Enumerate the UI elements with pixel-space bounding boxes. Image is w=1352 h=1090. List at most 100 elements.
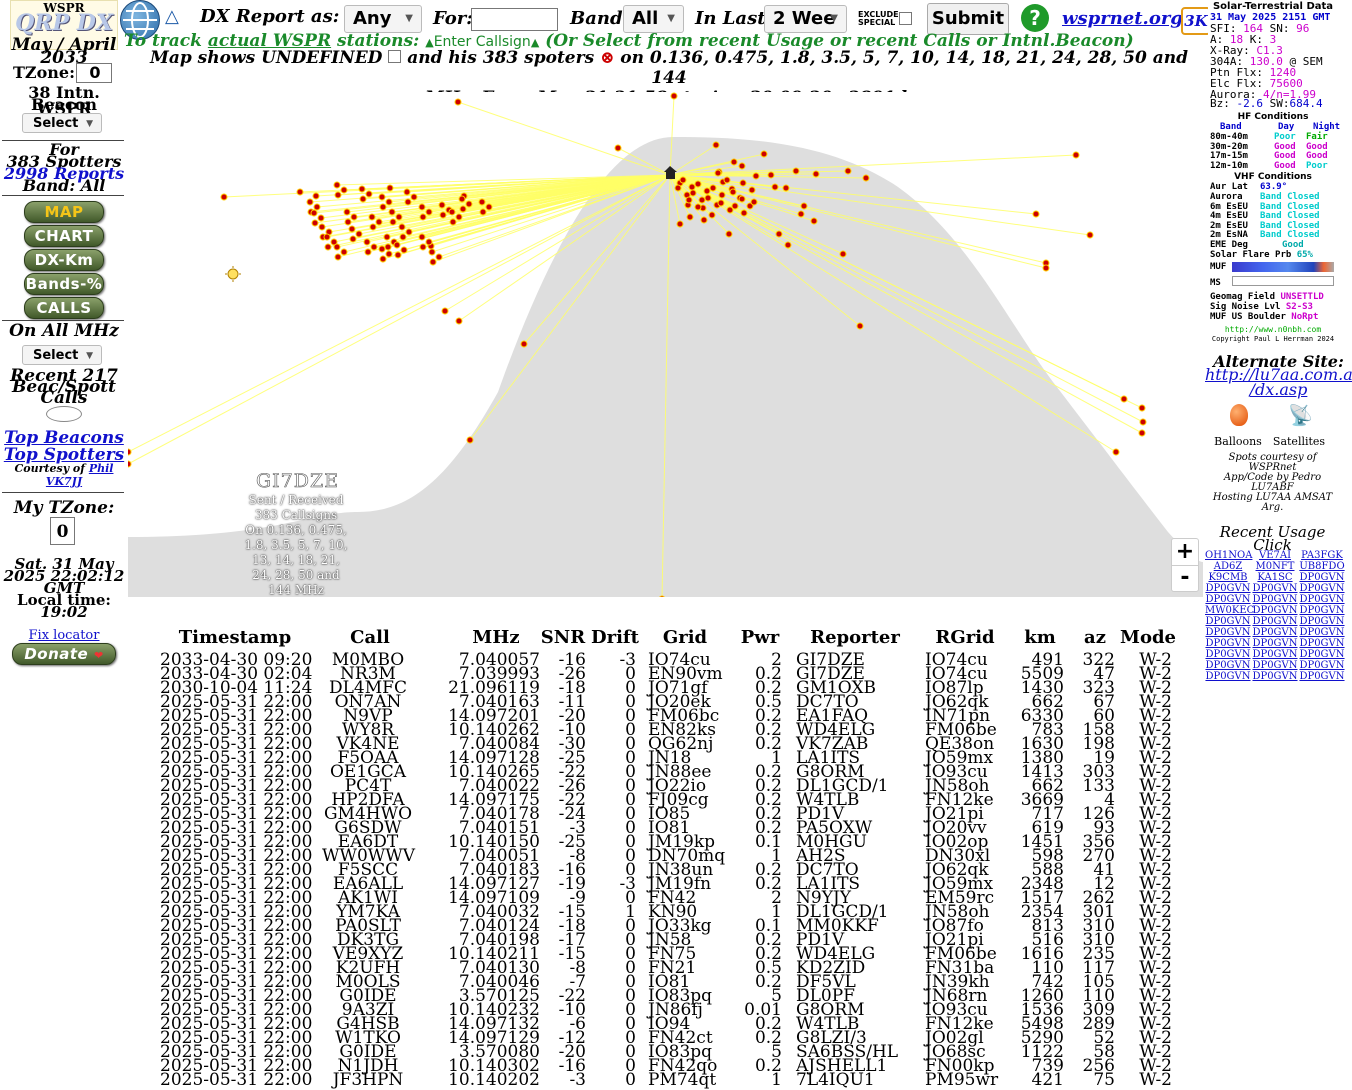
spotter-marker[interactable]: [379, 203, 387, 211]
spotter-marker[interactable]: [389, 218, 397, 226]
spotter-marker[interactable]: [694, 180, 702, 188]
spotter-marker[interactable]: [1032, 210, 1040, 218]
satellite-dish-icon[interactable]: 📡: [1288, 403, 1313, 427]
header-km[interactable]: km: [1024, 627, 1056, 648]
recent-usage-link[interactable]: AD6Z: [1213, 561, 1243, 572]
spotter-marker[interactable]: [365, 190, 373, 198]
header-grid[interactable]: Grid: [662, 627, 708, 648]
header-rgrid[interactable]: RGrid: [935, 627, 995, 648]
recent-usage-link[interactable]: DP0GVN: [1252, 616, 1298, 627]
spotter-marker[interactable]: [729, 188, 737, 196]
spotter-marker[interactable]: [760, 150, 768, 158]
recent-usage-link[interactable]: DP0GVN: [1205, 583, 1251, 594]
spotter-marker[interactable]: [386, 184, 394, 192]
spotter-marker[interactable]: [856, 322, 864, 330]
recent-usage-link[interactable]: DP0GVN: [1252, 671, 1298, 682]
spotter-marker[interactable]: [340, 186, 348, 194]
spotter-marker[interactable]: [429, 258, 437, 266]
spotter-marker[interactable]: [425, 208, 433, 216]
zoom-out-button[interactable]: -: [1180, 565, 1190, 590]
spotter-marker[interactable]: [385, 250, 393, 258]
spotter-marker[interactable]: [730, 158, 738, 166]
zoom-in-button[interactable]: +: [1172, 539, 1198, 566]
header-reporter[interactable]: Reporter: [810, 627, 900, 648]
header-mode[interactable]: Mode: [1120, 627, 1176, 648]
home-station-icon[interactable]: [664, 166, 677, 179]
checkbox-icon[interactable]: [388, 50, 402, 63]
recent-usage-link[interactable]: DP0GVN: [1299, 594, 1345, 605]
spotter-marker[interactable]: [369, 223, 377, 231]
spotter-marker[interactable]: [344, 218, 352, 226]
spotter-marker[interactable]: [410, 193, 418, 201]
recent-usage-link[interactable]: DP0GVN: [1299, 572, 1345, 583]
spotter-marker[interactable]: [439, 211, 447, 219]
satellite-icon[interactable]: [46, 406, 82, 422]
spotter-marker[interactable]: [343, 208, 351, 216]
spotter-marker[interactable]: [383, 233, 391, 241]
recent-usage-link[interactable]: DP0GVN: [1252, 649, 1298, 660]
header-call[interactable]: Call: [350, 627, 390, 648]
recent-usage-link[interactable]: DP0GVN: [1205, 660, 1251, 671]
balloon-icon[interactable]: [1230, 404, 1248, 426]
spotter-marker[interactable]: [312, 192, 320, 200]
spotter-marker[interactable]: [363, 238, 371, 246]
spotter-marker[interactable]: [703, 187, 711, 195]
spotter-marker[interactable]: [359, 195, 367, 203]
header-pwr[interactable]: Pwr: [740, 627, 780, 648]
spotter-marker[interactable]: [792, 167, 800, 175]
spotter-marker[interactable]: [723, 176, 731, 184]
spotter-marker[interactable]: [739, 179, 747, 187]
spotter-marker[interactable]: [394, 251, 402, 259]
spotter-marker[interactable]: [398, 223, 406, 231]
recent-usage-link[interactable]: DP0GVN: [1299, 649, 1345, 660]
help-icon[interactable]: ?: [1021, 4, 1049, 32]
spotter-marker[interactable]: [395, 213, 403, 221]
spotter-marker[interactable]: [310, 209, 318, 217]
spot-map[interactable]: GI7DZE Sent / Received 383 Callsigns On 0.…: [128, 92, 1203, 597]
spotter-marker[interactable]: [358, 185, 366, 193]
spotter-marker[interactable]: [775, 230, 783, 238]
spotter-marker[interactable]: [685, 196, 693, 204]
globe-icon[interactable]: [120, 0, 160, 40]
header-drift[interactable]: Drift: [591, 627, 639, 648]
spotter-marker[interactable]: [458, 195, 466, 203]
spotter-marker[interactable]: [399, 233, 407, 241]
spotter-marker[interactable]: [862, 174, 870, 182]
spotter-marker[interactable]: [400, 246, 408, 254]
calls-button[interactable]: CALLS: [24, 297, 104, 319]
recent-usage-link[interactable]: DP0GVN: [1299, 583, 1345, 594]
spotter-marker[interactable]: [405, 228, 413, 236]
recent-usage-link[interactable]: DP0GVN: [1252, 660, 1298, 671]
recent-usage-link[interactable]: OH1NOA: [1205, 550, 1253, 561]
bands-percent-button[interactable]: Bands-%: [24, 273, 104, 295]
recent-usage-link[interactable]: DP0GVN: [1205, 671, 1251, 682]
spotter-marker[interactable]: [708, 211, 716, 219]
beacon-select[interactable]: Select ▼: [22, 113, 102, 133]
recent-usage-link[interactable]: DP0GVN: [1205, 594, 1251, 605]
recent-usage-link[interactable]: UB8FDO: [1299, 561, 1345, 572]
spotter-marker[interactable]: [738, 162, 746, 170]
spotter-marker[interactable]: [694, 203, 702, 211]
spotter-marker[interactable]: [378, 245, 386, 253]
spotter-marker[interactable]: [296, 188, 304, 196]
spotter-marker[interactable]: [1042, 264, 1050, 272]
spotter-marker[interactable]: [674, 184, 682, 192]
spotter-marker[interactable]: [350, 213, 358, 221]
recent-usage-link[interactable]: DP0GVN: [1252, 605, 1298, 616]
spotter-marker[interactable]: [334, 253, 342, 261]
spotter-marker[interactable]: [438, 201, 446, 209]
spotter-marker[interactable]: [712, 141, 720, 149]
spotter-marker[interactable]: [449, 218, 457, 226]
spotter-marker[interactable]: [679, 176, 687, 184]
exclude-special-checkbox[interactable]: [899, 12, 912, 25]
spotter-marker[interactable]: [800, 202, 808, 210]
spotter-marker[interactable]: [704, 194, 712, 202]
spotter-marker[interactable]: [844, 167, 852, 175]
spotter-marker[interactable]: [700, 216, 708, 224]
recent-usage-link[interactable]: VE7AI: [1258, 550, 1292, 561]
recent-usage-link[interactable]: DP0GVN: [1252, 638, 1298, 649]
top-spotters-link[interactable]: Top Spotters: [3, 445, 125, 465]
dx-km-button[interactable]: DX-Km: [24, 249, 104, 271]
spotter-marker[interactable]: [368, 213, 376, 221]
spotter-marker[interactable]: [317, 214, 325, 222]
